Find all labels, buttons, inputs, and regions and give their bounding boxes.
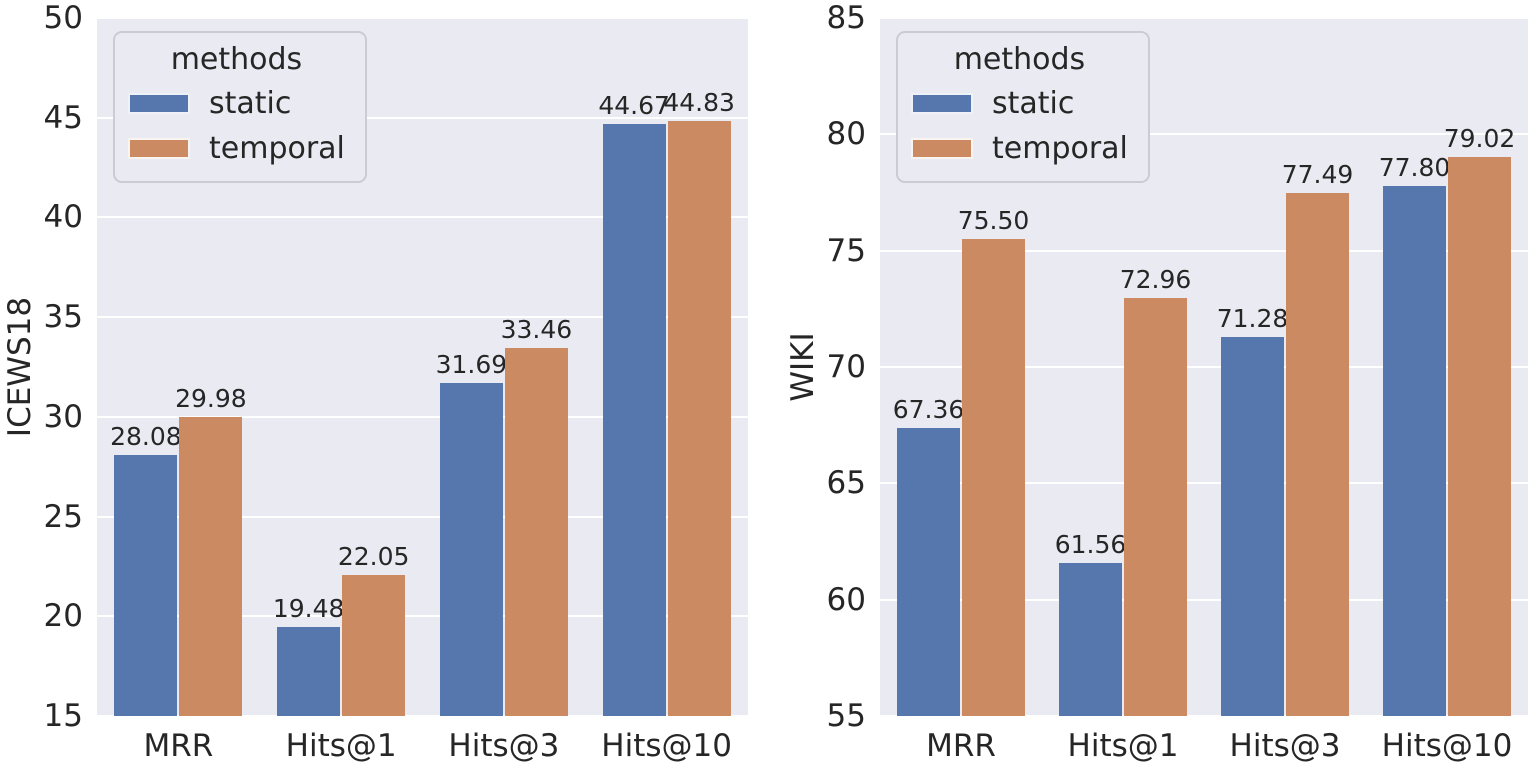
legend-item-label: temporal [209, 130, 345, 166]
bar-value-label: 29.98 [175, 384, 247, 414]
bar-static-hits@3 [1221, 337, 1284, 716]
bar-temporal-hits@3 [1286, 192, 1349, 716]
plot-area: 28.08 29.98 19.48 22.05 31.69 33.46 44.67 44.83 [97, 17, 748, 717]
gridline [97, 515, 748, 518]
bar-static-hits@10 [602, 124, 666, 716]
y-tick-label: 85 [826, 0, 866, 36]
y-tick-label: 80 [826, 116, 866, 153]
y-tick-label: 30 [43, 398, 83, 435]
gridline [97, 316, 748, 319]
bar-static-hits@10 [1383, 185, 1446, 716]
bar-value-label: 19.48 [272, 593, 345, 623]
gridline [97, 615, 748, 618]
x-tick-label: Hits@3 [448, 728, 560, 764]
bar-value-label: 22.05 [337, 542, 410, 572]
bar-static-hits@1 [277, 626, 341, 716]
y-tick-label: 35 [43, 299, 83, 336]
bar-value-label: 44.83 [663, 88, 735, 118]
gridline [97, 116, 748, 119]
gridline [880, 482, 1528, 485]
y-tick-label: 45 [43, 99, 83, 136]
y-tick-label: 25 [43, 498, 83, 535]
bar-temporal-mrr [962, 239, 1025, 716]
y-tick-label: 40 [43, 199, 83, 236]
legend-item-temporal: temporal [128, 126, 345, 171]
y-tick-label: 50 [43, 0, 83, 36]
legend-item-label: static [209, 85, 292, 121]
y-tick-label: 75 [826, 232, 866, 269]
legend: methods static temporal [896, 31, 1150, 183]
legend-item-static: static [128, 81, 345, 126]
x-tick-label: MRR [926, 728, 996, 764]
bar-value-label: 72.96 [1119, 265, 1192, 295]
legend-title: methods [170, 42, 303, 77]
bar-value-label: 75.50 [957, 206, 1030, 236]
gridline [880, 715, 1528, 717]
bar-value-label: 67.36 [892, 395, 965, 425]
gridline [97, 216, 748, 219]
bar-temporal-hits@3 [504, 347, 568, 716]
legend-item-static: static [911, 81, 1128, 126]
x-tick-label: Hits@1 [285, 728, 397, 764]
legend-swatch-temporal-icon [128, 138, 190, 159]
gridline [880, 366, 1528, 368]
bar-value-label: 31.69 [435, 350, 508, 380]
bar-static-hits@1 [1059, 563, 1122, 716]
legend-swatch-static-icon [128, 93, 190, 114]
legend-swatch-temporal-icon [911, 138, 973, 159]
legend-item-label: static [992, 85, 1075, 121]
bar-static-mrr [114, 455, 178, 716]
bar-value-label: 77.80 [1378, 152, 1451, 182]
y-tick-label: 60 [826, 581, 866, 618]
y-tick-label: 65 [826, 465, 866, 502]
legend-title: methods [953, 42, 1086, 77]
bar-temporal-hits@1 [1124, 298, 1187, 716]
bar-temporal-hits@1 [342, 575, 406, 716]
bar-value-label: 28.08 [110, 422, 182, 452]
bar-temporal-hits@10 [1448, 157, 1511, 716]
gridline [880, 133, 1528, 136]
gridline [97, 17, 748, 19]
bar-value-label: 44.67 [598, 91, 670, 121]
legend-swatch-static-icon [911, 93, 973, 114]
gridline [97, 415, 748, 418]
bar-temporal-hits@10 [667, 121, 731, 716]
gridline [97, 715, 748, 717]
x-tick-label: Hits@10 [1381, 728, 1513, 764]
bar-static-mrr [897, 428, 960, 716]
x-tick-label: Hits@10 [601, 728, 732, 764]
x-tick-label: MRR [143, 728, 214, 764]
legend-item-temporal: temporal [911, 126, 1128, 171]
bar-value-label: 71.28 [1216, 304, 1289, 334]
bar-temporal-mrr [179, 417, 243, 716]
y-tick-label: 55 [826, 698, 866, 734]
plot-area: 67.36 75.50 61.56 72.96 71.28 77.49 77.80 79.02 [880, 17, 1528, 717]
y-tick-label: 20 [43, 598, 83, 635]
bar-static-hits@3 [439, 383, 503, 716]
bar-value-label: 33.46 [500, 314, 573, 344]
x-tick-label: Hits@3 [1229, 728, 1341, 764]
gridline [880, 249, 1528, 252]
bar-value-label: 61.56 [1054, 530, 1127, 560]
bar-value-label: 79.02 [1443, 124, 1516, 154]
y-tick-label: 70 [826, 349, 866, 385]
x-tick-label: Hits@1 [1067, 728, 1179, 764]
gridline [880, 17, 1528, 19]
gridline [880, 598, 1528, 601]
y-tick-label: 15 [43, 698, 83, 734]
legend: methods static temporal [113, 31, 367, 183]
bar-value-label: 77.49 [1281, 159, 1354, 189]
legend-item-label: temporal [992, 130, 1128, 166]
